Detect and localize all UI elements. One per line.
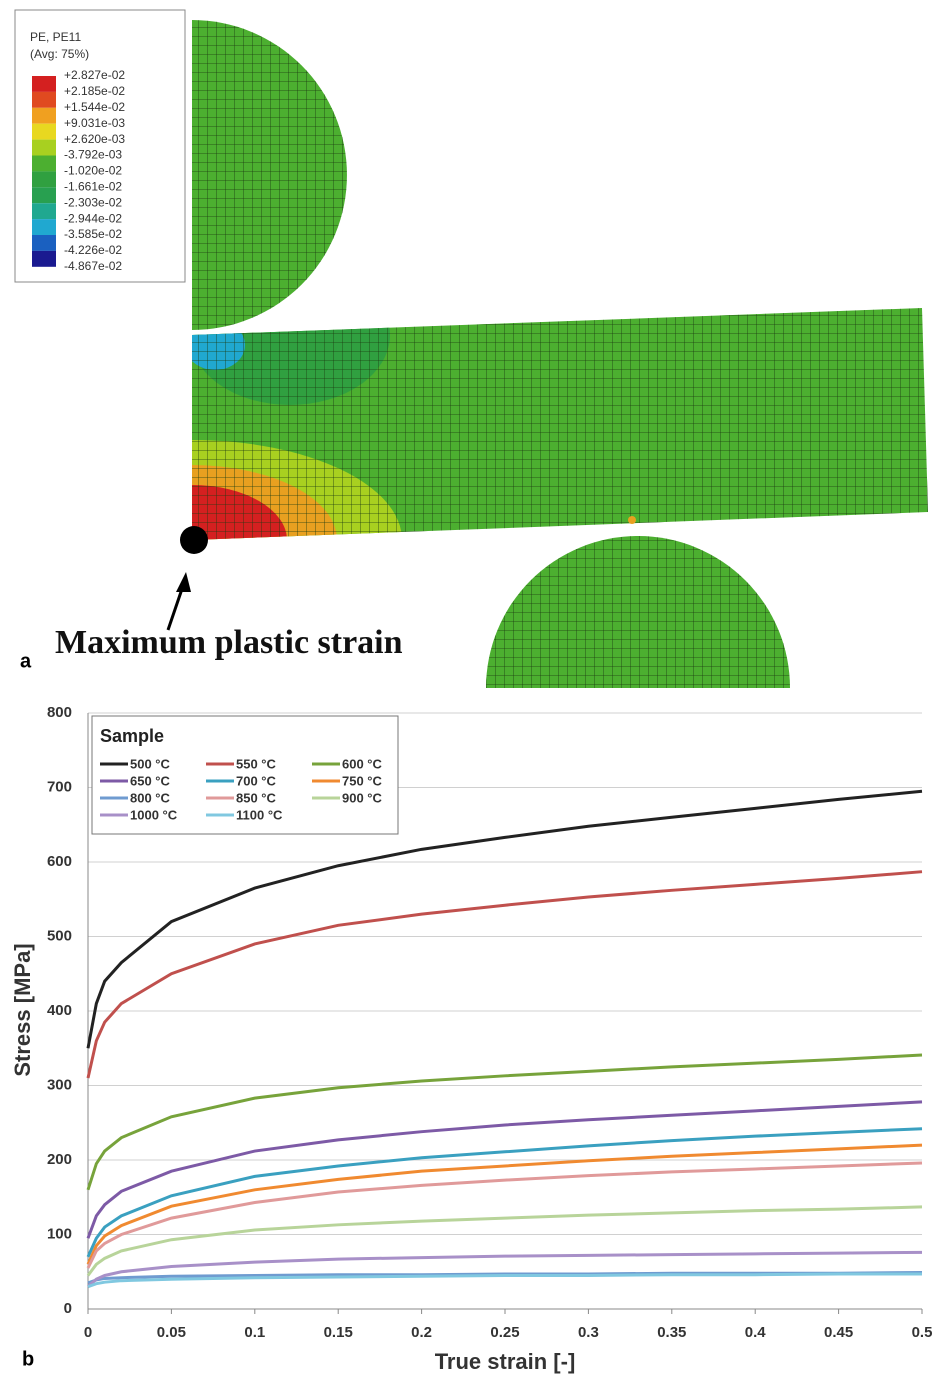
x-tick-label: 0.3 <box>578 1324 599 1341</box>
legend-label: 800 °C <box>130 790 171 805</box>
legend-title: Sample <box>100 726 164 746</box>
chart: b True strain [-] Stress [MPa] 0 100 200 30… <box>10 704 933 1374</box>
legend-level: -4.867e-02 <box>64 259 122 273</box>
legend-swatch <box>32 219 56 235</box>
x-tick-label: 0.25 <box>490 1324 519 1341</box>
x-tick-label: 0.5 <box>912 1324 933 1341</box>
legend-label: 750 °C <box>342 773 383 788</box>
annotation: Maximum plastic strain <box>55 624 403 661</box>
mesh <box>192 20 347 330</box>
x-tick-label: 0.45 <box>824 1324 853 1341</box>
mesh <box>192 308 928 540</box>
x-tick-label: 0.35 <box>657 1324 686 1341</box>
series-line <box>88 1129 922 1257</box>
figure: Maximum plastic strain a PE, PE11 (Avg: … <box>0 0 941 1379</box>
panel-label: b <box>22 1348 34 1370</box>
legend-level: -3.585e-02 <box>64 227 122 241</box>
mesh <box>486 536 790 688</box>
legend-label: 500 °C <box>130 756 171 771</box>
y-tick-label: 400 <box>47 1002 72 1019</box>
legend-swatch <box>32 92 56 108</box>
series-line <box>88 1145 922 1264</box>
legend-swatch <box>32 171 56 187</box>
x-tick-label: 0.4 <box>745 1324 767 1341</box>
legend-level: -2.944e-02 <box>64 211 122 225</box>
legend-swatch <box>32 108 56 124</box>
legend-subtitle: (Avg: 75%) <box>30 47 89 61</box>
legend-level: +2.185e-02 <box>64 84 125 98</box>
x-axis-label: True strain [-] <box>435 1349 576 1374</box>
contour-legend: PE, PE11 (Avg: 75%) +2.827e-02 +2.185e-02… <box>15 10 185 282</box>
y-tick-label: 600 <box>47 853 72 870</box>
legend-swatch <box>32 203 56 219</box>
x-tick-label: 0 <box>84 1324 92 1341</box>
y-tick-label: 100 <box>47 1225 72 1242</box>
max-strain-point <box>180 526 208 554</box>
legend-level: +1.544e-02 <box>64 100 125 114</box>
legend-swatch <box>32 187 56 203</box>
legend-label: 700 °C <box>236 773 277 788</box>
legend-label: 1100 °C <box>236 807 283 822</box>
y-tick-label: 700 <box>47 778 72 795</box>
legend-swatch <box>32 235 56 251</box>
y-tick-label: 200 <box>47 1151 72 1168</box>
y-tick-label: 800 <box>47 704 72 721</box>
y-axis-label: Stress [MPa] <box>10 943 35 1076</box>
legend-level: +9.031e-03 <box>64 116 125 130</box>
legend-level: -1.020e-02 <box>64 164 122 178</box>
panel-label: a <box>20 650 32 672</box>
legend-label: 650 °C <box>130 773 171 788</box>
legend-swatch <box>32 140 56 156</box>
legend-level: -4.226e-02 <box>64 243 122 257</box>
y-tick-label: 500 <box>47 927 72 944</box>
y-tick-label: 0 <box>64 1300 72 1317</box>
x-tick-label: 0.15 <box>324 1324 353 1341</box>
series-line <box>88 1252 922 1286</box>
legend-label: 900 °C <box>342 790 383 805</box>
legend-label: 550 °C <box>236 756 277 771</box>
legend-title: PE, PE11 <box>30 30 81 44</box>
legend-swatch <box>32 156 56 172</box>
arrowhead <box>176 572 191 592</box>
legend-label: 600 °C <box>342 756 383 771</box>
x-tick-label: 0.05 <box>157 1324 186 1341</box>
legend-level: +2.620e-03 <box>64 132 125 146</box>
legend-label: 850 °C <box>236 790 277 805</box>
legend-label: 1000 °C <box>130 807 178 822</box>
x-tick-label: 0.2 <box>411 1324 432 1341</box>
legend-level: -1.661e-02 <box>64 179 122 193</box>
legend-swatch <box>32 76 56 92</box>
series-line <box>88 872 922 1078</box>
x-tick-label: 0.1 <box>244 1324 265 1341</box>
legend-level: +2.827e-02 <box>64 68 125 82</box>
y-tick-label: 300 <box>47 1076 72 1093</box>
legend-level: -3.792e-03 <box>64 148 122 162</box>
legend-level: -2.303e-02 <box>64 195 122 209</box>
series-line <box>88 1055 922 1190</box>
legend-swatch <box>32 251 56 267</box>
legend-swatch <box>32 124 56 140</box>
